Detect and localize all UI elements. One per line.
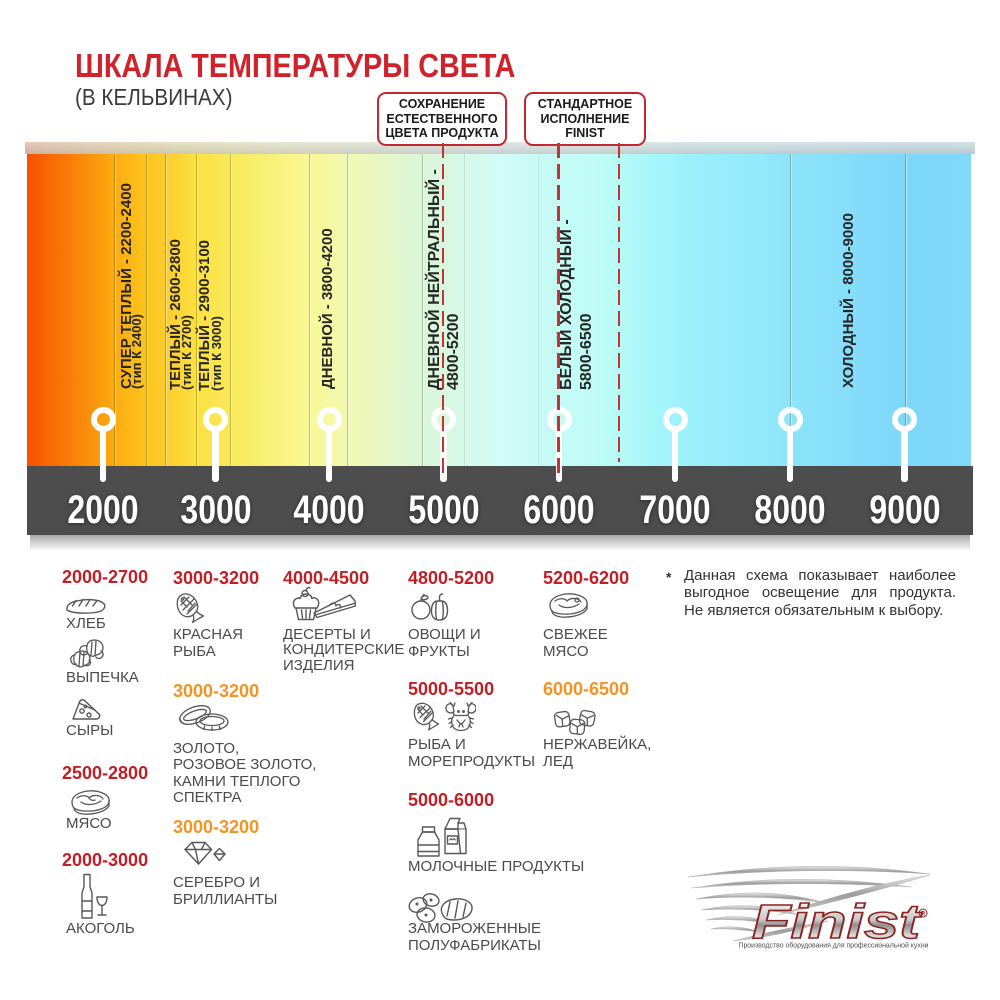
svg-text:R: R bbox=[921, 911, 926, 917]
svg-text:Finist: Finist bbox=[752, 896, 923, 949]
svg-text:Производство оборудования для: Производство оборудования для профессион… bbox=[739, 941, 929, 950]
